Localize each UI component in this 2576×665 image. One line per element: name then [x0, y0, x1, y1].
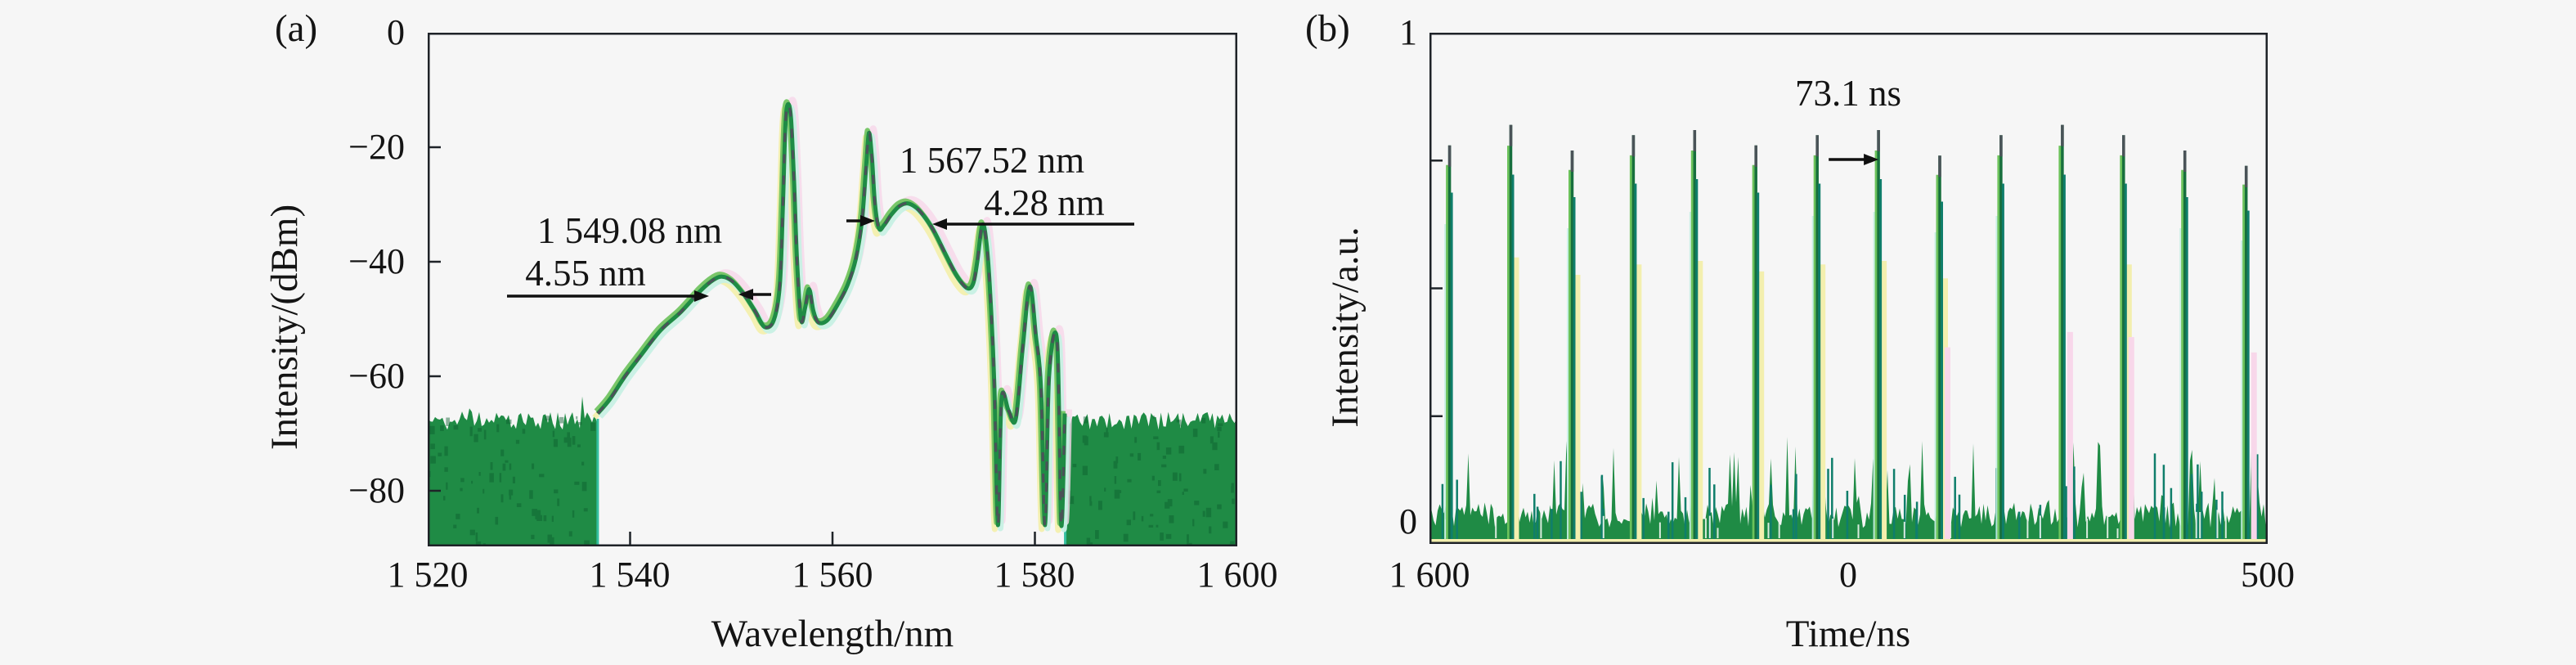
- panel-b-pulse: [1934, 155, 1950, 540]
- panel-b-period-arrow: [1817, 154, 1879, 165]
- panel-a-spectrum-trace-dashed: [596, 102, 1066, 528]
- panel-b-annotation-pulse-period: 73.1 ns: [1794, 73, 1902, 114]
- panel-b-pulse: [1752, 145, 1765, 540]
- panel-b-pulse: [1689, 130, 1703, 539]
- panel-b-y-axis-title: Intensity/a.u.: [1324, 227, 1367, 428]
- panel-a-noise-fill: [428, 396, 598, 546]
- panel-b-pulse: [1507, 124, 1519, 539]
- panel-a-annotation-peak2-bandwidth: 4.28 nm: [984, 182, 1105, 223]
- panel-b-pulse: [2179, 151, 2188, 539]
- panel-a-y-tick-0: 0: [387, 12, 405, 52]
- panel-a-label: (a): [275, 7, 318, 50]
- panel-a-noise-fill: [1065, 411, 1237, 546]
- panel-b-x-tick-2: 500: [2241, 555, 2295, 595]
- panel-a-x-tick-4: 1 600: [1196, 555, 1278, 595]
- panel-b-pulse: [1873, 130, 1887, 539]
- panel-a-annotation-arrows: [507, 215, 1134, 302]
- panel-b-y-tick-marks: [1430, 160, 1443, 418]
- panel-a-y-tick-marks: [429, 33, 441, 492]
- panel-b-pulse: [2120, 135, 2134, 540]
- panel-a-frame: [428, 33, 1237, 546]
- panel-b-pulse: [1444, 145, 1453, 539]
- panel-b-noise-fill: [1429, 437, 2268, 539]
- panel-b-x-axis-title: Time/ns: [1785, 613, 1911, 655]
- panel-b-y-tick-1: 1: [1399, 12, 1417, 52]
- panel-b-noise-teal-spikes: [1441, 453, 2259, 539]
- panel-b-x-tick-0: 1 600: [1389, 555, 1470, 595]
- panel-a-x-tick-2: 1 560: [792, 555, 873, 595]
- panel-b-pulse: [2058, 124, 2073, 539]
- panel-b-label: (b): [1305, 7, 1350, 50]
- panel-b-y-tick-0: 0: [1399, 501, 1417, 541]
- panel-a-spectrum-chart: [428, 33, 1237, 546]
- panel-a-y-tick-1: −20: [348, 127, 405, 167]
- panel-b-pulse-train-chart: [1429, 33, 2268, 544]
- panel-a-x-tick-3: 1 580: [994, 555, 1075, 595]
- panel-b-pulse: [1567, 151, 1581, 539]
- panel-a-y-tick-4: −80: [348, 470, 405, 510]
- panel-a-annotation-peak1-wavelength: 1 549.08 nm: [536, 210, 723, 251]
- panel-a-x-axis-title: Wavelength/nm: [711, 613, 954, 655]
- panel-b-x-tick-1: 0: [1839, 555, 1857, 595]
- panel-a-y-axis-title: Intensity/(dBm): [263, 204, 306, 451]
- panel-b-pulse: [1629, 135, 1642, 540]
- panel-a-annotation-peak1-bandwidth: 4.55 nm: [525, 253, 646, 294]
- panel-a-annotation-peak2-wavelength: 1 567.52 nm: [899, 140, 1085, 181]
- panel-a-noise-speckles: [1066, 416, 1235, 546]
- panel-a-noise-speckles: [428, 416, 596, 546]
- panel-b-pulse: [1995, 135, 2004, 539]
- panel-b-pulse: [1811, 135, 1826, 540]
- panel-a-y-tick-2: −40: [348, 241, 405, 281]
- panel-a-x-tick-marks: [428, 532, 1237, 545]
- panel-b-pulse: [2241, 165, 2257, 539]
- panel-a-y-tick-3: −60: [348, 356, 405, 396]
- panel-a-x-tick-1: 1 540: [589, 555, 671, 595]
- panel-a-x-tick-0: 1 520: [387, 555, 469, 595]
